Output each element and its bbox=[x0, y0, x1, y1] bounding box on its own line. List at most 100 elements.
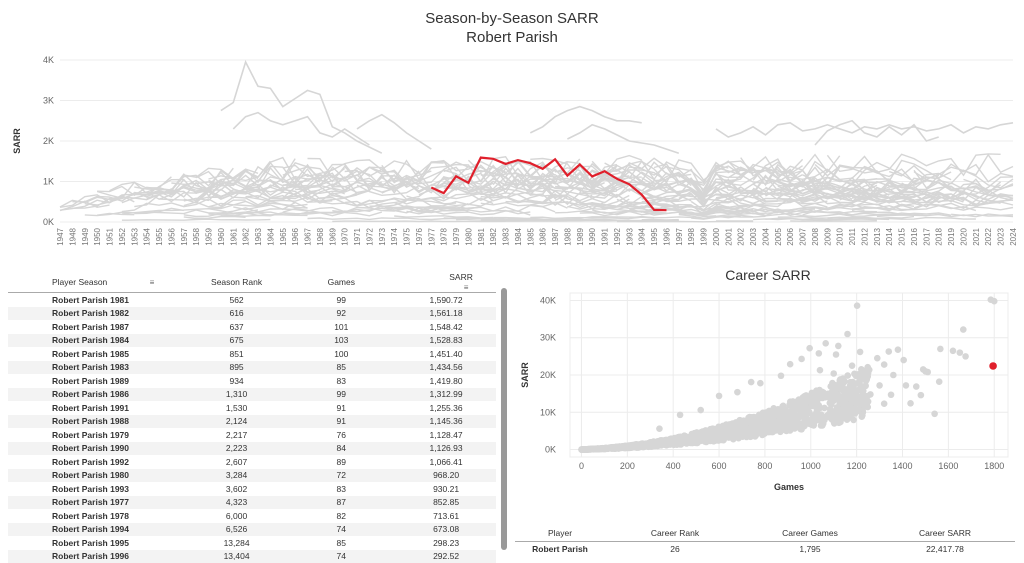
x-tick-label: 1947 bbox=[56, 227, 65, 245]
season-sarr-cell: 1,528.83 bbox=[396, 334, 496, 348]
col-sarr[interactable]: SARR ≡ bbox=[396, 272, 496, 293]
col-games[interactable]: Games bbox=[286, 272, 396, 293]
x-tick-label: 1963 bbox=[254, 227, 263, 245]
x-tick-label: 1957 bbox=[180, 227, 189, 245]
player-point bbox=[924, 369, 931, 376]
x-tick-label: 1949 bbox=[81, 227, 90, 245]
season-sarr-cell: 930.21 bbox=[396, 482, 496, 496]
player-point bbox=[885, 348, 892, 355]
player-point bbox=[830, 370, 837, 377]
season-rank-cell: 6,000 bbox=[187, 509, 287, 523]
x-tick-label: 1960 bbox=[217, 227, 226, 245]
season-sarr-cell: 1,312.99 bbox=[396, 388, 496, 402]
x-tick-label: 1974 bbox=[390, 227, 399, 245]
player-point bbox=[838, 377, 845, 384]
season-games-cell: 89 bbox=[286, 455, 396, 469]
x-tick-label: 2016 bbox=[910, 227, 919, 245]
player-point bbox=[799, 404, 806, 411]
y-tick-label: 0K bbox=[545, 445, 556, 455]
x-tick-label: 1992 bbox=[613, 227, 622, 245]
season-games-cell: 83 bbox=[286, 482, 396, 496]
x-tick-label: 1986 bbox=[539, 227, 548, 245]
player-point bbox=[790, 408, 797, 415]
player-point bbox=[828, 401, 835, 408]
player-point bbox=[843, 411, 850, 418]
x-tick-label: 600 bbox=[712, 461, 727, 471]
col-career-rank[interactable]: Career Rank bbox=[605, 525, 745, 542]
x-tick-label: 1979 bbox=[452, 227, 461, 245]
background-series-line bbox=[567, 125, 678, 153]
col-season-rank[interactable]: Season Rank bbox=[187, 272, 287, 293]
x-tick-label: 1975 bbox=[403, 227, 412, 245]
x-tick-label: 1989 bbox=[576, 227, 585, 245]
y-tick-label: 1K bbox=[43, 177, 54, 187]
background-series-line bbox=[221, 62, 382, 153]
player-point bbox=[796, 414, 803, 421]
career-rank-cell: 26 bbox=[605, 542, 745, 556]
player-point bbox=[866, 366, 873, 373]
x-tick-label: 1998 bbox=[687, 227, 696, 245]
season-rank-cell: 3,602 bbox=[187, 482, 287, 496]
player-point bbox=[936, 378, 943, 385]
season-player-cell: Robert Parish 1990 bbox=[8, 442, 187, 456]
career-games-cell: 1,795 bbox=[745, 542, 875, 556]
player-point bbox=[745, 418, 752, 425]
player-point bbox=[755, 414, 762, 421]
sort-icon[interactable]: ≡ bbox=[150, 278, 155, 287]
player-point bbox=[856, 387, 863, 394]
player-point bbox=[819, 422, 826, 429]
x-tick-label: 0 bbox=[579, 461, 584, 471]
player-point bbox=[783, 414, 790, 421]
x-tick-label: 200 bbox=[620, 461, 635, 471]
player-point bbox=[823, 413, 830, 420]
player-point bbox=[706, 438, 713, 445]
player-point bbox=[960, 326, 967, 333]
x-tick-label: 1965 bbox=[279, 227, 288, 245]
background-series-line bbox=[122, 219, 271, 220]
sort-icon[interactable]: ≡ bbox=[464, 283, 469, 292]
season-sarr-cell: 1,590.72 bbox=[396, 293, 496, 307]
x-tick-label: 1987 bbox=[551, 227, 560, 245]
col-career-games[interactable]: Career Games bbox=[745, 525, 875, 542]
player-point bbox=[656, 441, 663, 448]
season-rank-cell: 562 bbox=[187, 293, 287, 307]
player-point bbox=[858, 375, 865, 382]
player-point bbox=[854, 302, 861, 309]
x-tick-label: 2004 bbox=[761, 227, 770, 245]
x-tick-label: 1983 bbox=[502, 227, 511, 245]
season-sarr-cell: 1,128.47 bbox=[396, 428, 496, 442]
table-scrollbar[interactable] bbox=[501, 288, 507, 550]
season-player-cell: Robert Parish 1986 bbox=[8, 388, 187, 402]
season-player-cell: Robert Parish 1989 bbox=[8, 374, 187, 388]
player-point bbox=[718, 426, 725, 433]
col-career-sarr[interactable]: Career SARR bbox=[875, 525, 1015, 542]
col-player[interactable]: Player bbox=[515, 525, 605, 542]
table-row[interactable]: Robert Parish 26 1,795 22,417.78 bbox=[515, 542, 1015, 556]
col-player-season[interactable]: Player Season ≡ bbox=[8, 272, 187, 293]
season-sarr-cell: 1,561.18 bbox=[396, 307, 496, 321]
career-table-header: Player Career Rank Career Games Career S… bbox=[515, 525, 1015, 542]
player-point bbox=[677, 412, 684, 419]
